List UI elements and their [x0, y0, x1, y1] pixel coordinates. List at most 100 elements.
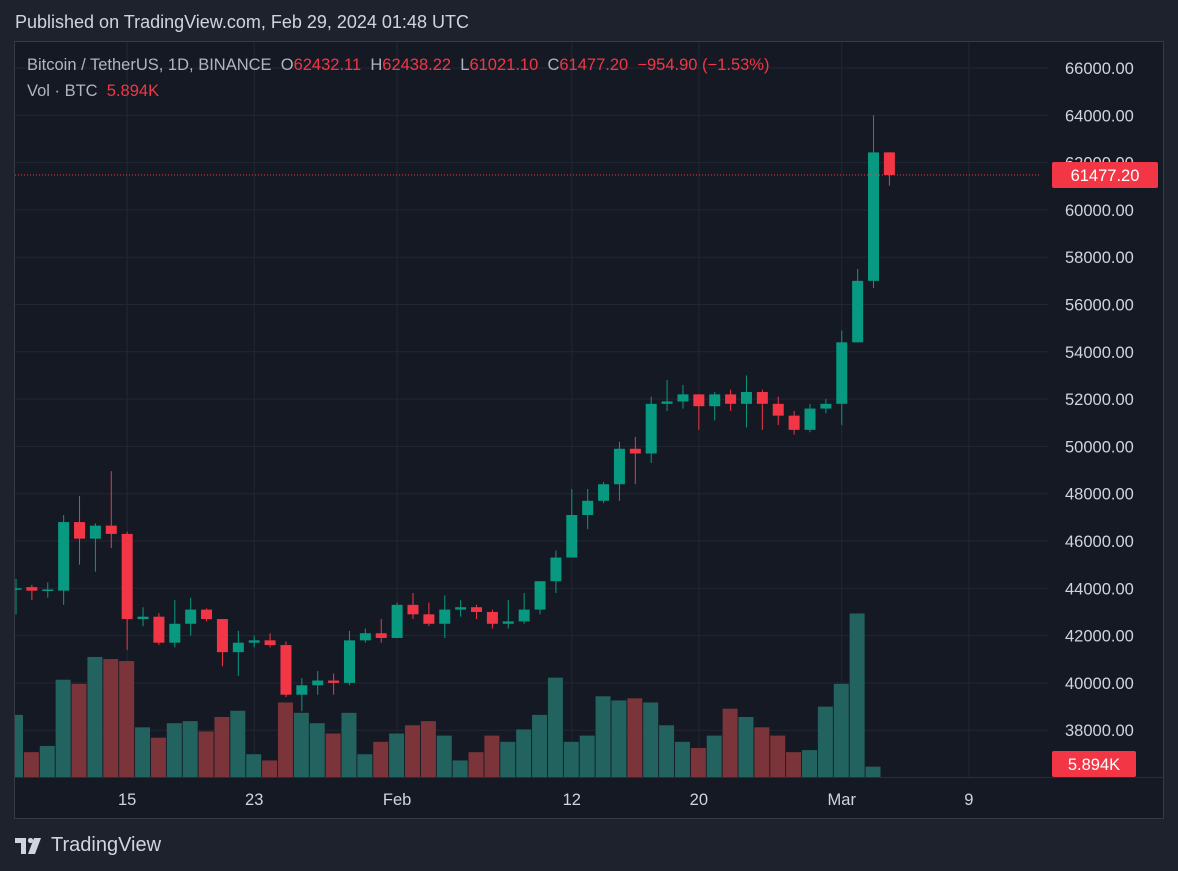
volume-bar [246, 754, 262, 777]
legend-symbol[interactable]: Bitcoin / TetherUS, 1D, BINANCE [27, 56, 272, 74]
volume-bar [452, 760, 468, 777]
volume-bar [277, 702, 293, 777]
candle-body[interactable] [868, 152, 880, 281]
candle-body[interactable] [121, 533, 133, 620]
x-axis-tick-label: Feb [383, 791, 411, 809]
volume-bar [150, 737, 166, 777]
volume-bar [595, 696, 611, 777]
candle-body[interactable] [439, 609, 451, 624]
volume-bar [579, 735, 595, 777]
y-axis-tick-label: 38000.00 [1065, 722, 1134, 740]
volume-bar [23, 752, 39, 777]
volume-bar [484, 735, 500, 777]
candle-body[interactable] [185, 609, 197, 624]
candle-body[interactable] [613, 448, 625, 485]
candle-body[interactable] [407, 604, 419, 615]
candle-body[interactable] [756, 392, 768, 404]
candle-body[interactable] [661, 401, 673, 404]
volume-bar [166, 723, 182, 777]
candle-body[interactable] [852, 280, 864, 343]
volume-bar [627, 698, 643, 777]
candle-body[interactable] [502, 621, 514, 624]
candle-body[interactable] [248, 640, 260, 643]
y-axis-tick-label: 64000.00 [1065, 107, 1134, 125]
volume-bar [802, 750, 817, 777]
candle-body[interactable] [137, 616, 149, 620]
candle-body[interactable] [883, 152, 895, 175]
candle-body[interactable] [582, 500, 594, 515]
chart-svg[interactable]: 66000.0064000.0062000.0060000.0058000.00… [15, 42, 1165, 820]
candle-body[interactable] [391, 604, 403, 638]
candle-body[interactable] [629, 448, 641, 454]
candle-body[interactable] [153, 616, 165, 643]
chart-pane[interactable]: 66000.0064000.0062000.0060000.0058000.00… [14, 41, 1165, 820]
legend-vol-label[interactable]: Vol · BTC [27, 82, 98, 100]
candle-body[interactable] [264, 640, 276, 646]
candle-body[interactable] [74, 522, 86, 539]
candle-body[interactable] [15, 588, 22, 590]
footer-branding[interactable]: TradingView [15, 834, 161, 857]
candle-body[interactable] [566, 514, 578, 558]
legend-open-label: O [280, 56, 294, 74]
volume-bar [357, 754, 373, 777]
candle-body[interactable] [804, 408, 816, 430]
candle-body[interactable] [693, 394, 705, 407]
volume-bar [674, 741, 690, 777]
legend-close-value: 61477.20 [559, 56, 629, 74]
candle-body[interactable] [550, 557, 562, 582]
candle-body[interactable] [312, 680, 324, 686]
candle-body[interactable] [725, 394, 737, 404]
candle-body[interactable] [471, 607, 483, 612]
volume-bar [230, 710, 246, 777]
volume-bar [436, 735, 452, 777]
last-price-tag-label: 61477.20 [1071, 167, 1140, 185]
candle-body[interactable] [232, 642, 244, 653]
candle-body[interactable] [42, 589, 54, 591]
volume-bar [817, 706, 833, 777]
candle-body[interactable] [518, 609, 530, 622]
candle-body[interactable] [58, 522, 70, 591]
candle-body[interactable] [105, 525, 117, 534]
candle-body[interactable] [820, 403, 832, 409]
y-axis-tick-label: 50000.00 [1065, 438, 1134, 456]
candle-body[interactable] [486, 611, 498, 624]
candle-body[interactable] [645, 403, 657, 454]
candle-body[interactable] [296, 685, 308, 695]
candle-body[interactable] [328, 680, 340, 683]
candle-body[interactable] [216, 619, 228, 653]
candle-body[interactable] [343, 640, 355, 683]
candle-body[interactable] [26, 587, 38, 591]
candle-body[interactable] [280, 645, 292, 695]
x-axis-tick-label: 20 [690, 791, 708, 809]
y-axis-tick-label: 52000.00 [1065, 391, 1134, 409]
candle-body[interactable] [740, 392, 752, 404]
volume-bar [754, 727, 770, 777]
volume-bar [71, 683, 87, 777]
candle-body[interactable] [788, 415, 800, 430]
candle-body[interactable] [169, 623, 181, 643]
volume-bar [738, 716, 754, 777]
volume-tag [1052, 751, 1136, 777]
volume-bar [325, 733, 341, 777]
candle-body[interactable] [772, 403, 784, 416]
candle-body[interactable] [201, 609, 213, 620]
candle-body[interactable] [598, 484, 610, 501]
x-axis-tick-label: 15 [118, 791, 136, 809]
candle-body[interactable] [677, 394, 689, 402]
candle-body[interactable] [423, 614, 435, 624]
candle-body[interactable] [89, 525, 101, 539]
volume-bar [198, 731, 214, 777]
volume-bar [182, 721, 198, 777]
candle-body[interactable] [375, 633, 387, 638]
legend-close-label: C [547, 56, 560, 74]
volume-bar [516, 729, 532, 777]
legend-ohlc: Bitcoin / TetherUS, 1D, BINANCE O62432.1… [27, 56, 769, 75]
candle-body[interactable] [709, 394, 721, 407]
y-axis-tick-label: 54000.00 [1065, 344, 1134, 362]
candle-body[interactable] [836, 342, 848, 404]
volume-bar [786, 752, 802, 777]
candle-body[interactable] [455, 607, 467, 610]
candle-body[interactable] [534, 581, 546, 610]
volume-bar [547, 677, 563, 777]
candle-body[interactable] [359, 633, 371, 641]
